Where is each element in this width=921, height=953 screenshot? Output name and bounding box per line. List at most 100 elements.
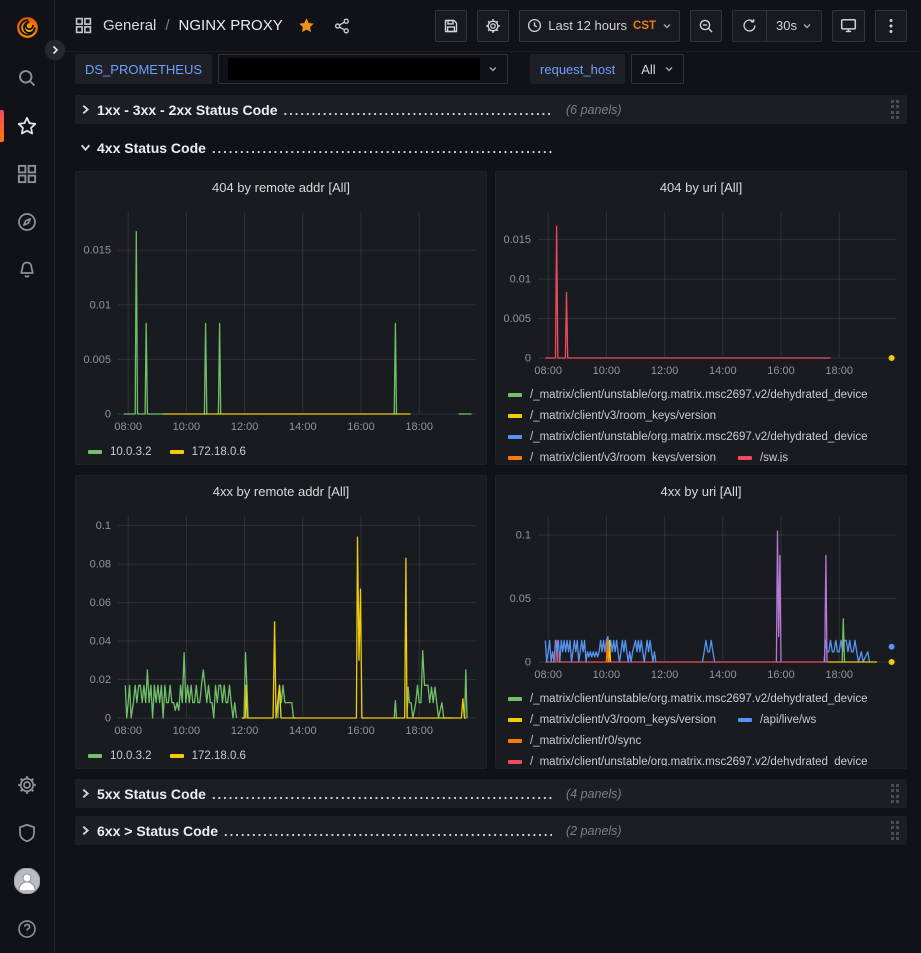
legend-swatch	[508, 759, 522, 764]
x-axis-label: 08:00	[114, 421, 142, 433]
series-line	[123, 231, 164, 415]
search-icon	[19, 70, 36, 87]
legend-row: /_matrix/client/unstable/org.matrix.msc2…	[508, 688, 906, 709]
breadcrumb-folder[interactable]: General	[103, 17, 157, 34]
refresh-picker: 30s	[732, 9, 822, 42]
x-axis-label: 16:00	[347, 725, 375, 737]
dotted-leader: ........................................…	[224, 823, 552, 839]
legend-item[interactable]: /_matrix/client/unstable/org.matrix.msc2…	[508, 431, 868, 443]
row-drag-handle[interactable]	[890, 783, 899, 804]
sidebar-item-server-admin[interactable]	[0, 809, 54, 857]
sidebar-expand-button[interactable]	[44, 39, 66, 61]
legend-item[interactable]: /_matrix/client/r0/sync	[508, 735, 641, 747]
sidebar-item-search[interactable]	[0, 54, 54, 102]
more-options-button[interactable]	[875, 9, 907, 42]
x-axis-label: 18:00	[405, 421, 433, 433]
sidebar	[0, 0, 55, 953]
legend-label: /_matrix/client/v3/room_keys/version	[530, 713, 716, 726]
favorite-star-button[interactable]	[298, 17, 315, 34]
series-line	[203, 322, 208, 415]
legend-item[interactable]: 172.18.0.6	[169, 446, 246, 458]
redacted-datasource-value	[228, 58, 481, 80]
legend-row: /_matrix/client/r0/sync	[508, 730, 906, 751]
series-line	[463, 669, 468, 719]
panel-header[interactable]: 4xx by uri [All]	[496, 476, 906, 506]
row-drag-handle[interactable]	[890, 820, 899, 841]
time-series-chart[interactable]: 0 0.02 0.04 0.06 0.08 0.1 08:00 10:00 12:00 14:00…	[76, 506, 486, 742]
save-dashboard-button[interactable]	[435, 9, 468, 42]
sidebar-item-configuration[interactable]	[0, 761, 54, 809]
legend-item[interactable]: /_matrix/client/v3/room_keys/version	[508, 452, 716, 462]
legend-label: /_matrix/client/unstable/org.matrix.msc2…	[530, 430, 868, 443]
bell-icon	[20, 261, 34, 278]
row-panel-count: (4 panels)	[566, 786, 622, 801]
panel-title-text: 4xx by uri [All]	[660, 483, 742, 499]
row-6xx-status-code[interactable]: 6xx > Status Code ......................…	[75, 816, 907, 845]
panel-header[interactable]: 4xx by remote addr [All]	[76, 476, 486, 506]
sidebar-item-starred[interactable]	[0, 102, 54, 150]
series-line	[277, 684, 296, 719]
panel-title-text: 404 by uri [All]	[659, 179, 743, 195]
series-line	[608, 639, 612, 663]
chevron-down-icon	[489, 67, 497, 72]
dashboard-settings-button[interactable]	[477, 9, 510, 42]
time-series-chart[interactable]: 0 0.005 0.01 0.015 08:00 10:00 12:00 14:00 16:00…	[76, 202, 486, 438]
row-5xx-status-code[interactable]: 5xx Status Code ........................…	[75, 779, 907, 808]
grafana-logo[interactable]	[0, 0, 54, 54]
sidebar-item-alerting[interactable]	[0, 246, 54, 294]
panels-grid: 404 by remote addr [All] 0 0.005 0.01 0.015…	[75, 171, 907, 769]
row-drag-handle[interactable]	[890, 99, 899, 120]
legend-label: 172.18.0.6	[191, 750, 246, 762]
variable-label: request_host	[530, 54, 626, 84]
chevron-down-icon	[663, 23, 671, 29]
sidebar-item-help[interactable]	[0, 905, 54, 953]
sidebar-item-profile[interactable]	[0, 857, 54, 905]
time-range-picker[interactable]: Last 12 hours CST	[519, 9, 681, 42]
zoom-out-time-button[interactable]	[690, 9, 723, 42]
sidebar-item-explore[interactable]	[0, 198, 54, 246]
y-axis-label: 0	[525, 353, 531, 365]
legend-item[interactable]: /_matrix/client/v3/room_keys/version	[508, 410, 716, 422]
x-axis-label: 18:00	[405, 725, 433, 737]
legend-item[interactable]: /_matrix/client/v3/room_keys/version	[508, 714, 716, 726]
datasource-dropdown[interactable]	[218, 54, 509, 84]
row-1xx-3xx-2xx-status-code[interactable]: 1xx - 3xx - 2xx Status Code ............…	[75, 95, 907, 124]
refresh-icon	[743, 19, 756, 32]
legend-item[interactable]: 172.18.0.6	[169, 750, 246, 762]
series-line	[824, 554, 828, 663]
legend-item[interactable]: /_matrix/client/unstable/org.matrix.msc2…	[508, 389, 868, 401]
legend-item[interactable]: /api/live/ws	[737, 714, 816, 726]
time-series-chart[interactable]: 0 0.005 0.01 0.015 08:00 10:00 12:00 14:00 16:00…	[496, 202, 906, 382]
panel-header[interactable]: 404 by remote addr [All]	[76, 172, 486, 202]
series-line	[406, 650, 453, 719]
legend-item[interactable]: /sw.js	[737, 452, 788, 462]
apps-grid-icon	[17, 164, 37, 184]
share-button[interactable]	[334, 18, 350, 34]
kiosk-mode-button[interactable]	[832, 9, 865, 42]
x-axis-label: 12:00	[231, 725, 259, 737]
legend-item[interactable]: /_matrix/client/unstable/org.matrix.msc2…	[508, 693, 868, 705]
dashboards-grid-icon	[75, 17, 92, 34]
y-axis-label: 0.08	[90, 559, 111, 571]
legend-item[interactable]: 10.0.3.2	[88, 446, 152, 458]
legend-item[interactable]: /_matrix/client/unstable/org.matrix.msc2…	[508, 756, 868, 766]
x-axis-label: 18:00	[825, 669, 853, 681]
legend-item[interactable]: 10.0.3.2	[88, 750, 152, 762]
panel-header[interactable]: 404 by uri [All]	[496, 172, 906, 202]
dotted-leader: ........................................…	[211, 140, 552, 156]
chart-legend: /_matrix/client/unstable/org.matrix.msc2…	[496, 382, 906, 462]
row-4xx-status-code[interactable]: 4xx Status Code ........................…	[75, 133, 907, 162]
time-series-chart[interactable]: 0 0.05 0.1 08:00 10:00 12:00 14:00 16:00 18:00	[496, 506, 906, 686]
request-host-dropdown[interactable]: All	[631, 54, 684, 84]
sidebar-item-dashboards[interactable]	[0, 150, 54, 198]
y-axis-label: 0.02	[90, 674, 111, 686]
breadcrumb-dashboard-title[interactable]: NGINX PROXY	[178, 17, 283, 34]
x-axis-label: 16:00	[767, 365, 795, 377]
refresh-button[interactable]	[733, 10, 767, 41]
refresh-interval-dropdown[interactable]: 30s	[766, 10, 821, 41]
y-axis-label: 0.015	[83, 245, 111, 257]
x-axis-label: 14:00	[289, 725, 317, 737]
chevron-down-icon	[80, 142, 91, 153]
navbar-actions: Last 12 hours CST	[435, 9, 907, 42]
legend-label: /_matrix/client/unstable/org.matrix.msc2…	[530, 692, 868, 705]
